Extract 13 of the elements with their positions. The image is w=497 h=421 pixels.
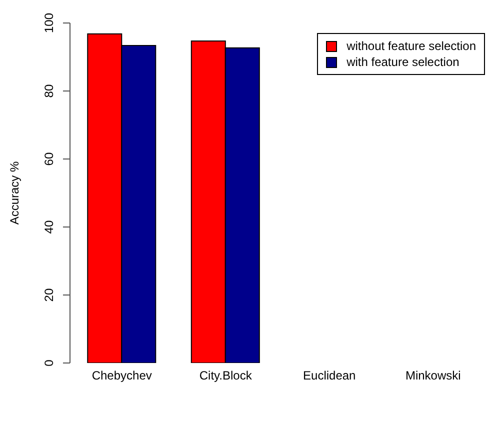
y-tick-label: 0 (42, 359, 56, 366)
y-tick-label: 100 (42, 12, 56, 34)
y-tick-label: 60 (42, 152, 56, 166)
x-tick-label: Euclidean (303, 368, 356, 383)
legend-label: without feature selection (346, 38, 476, 54)
y-tick-label: 20 (42, 288, 56, 302)
x-tick-label: City.Block (199, 368, 253, 383)
y-tick-label: 40 (42, 220, 56, 234)
legend-label: with feature selection (346, 54, 460, 70)
x-tick-label: Minkowski (405, 368, 461, 383)
y-tick-label: 80 (42, 84, 56, 98)
x-tick-label: Chebychev (92, 368, 152, 383)
y-axis-title: Accuracy % (7, 161, 22, 225)
